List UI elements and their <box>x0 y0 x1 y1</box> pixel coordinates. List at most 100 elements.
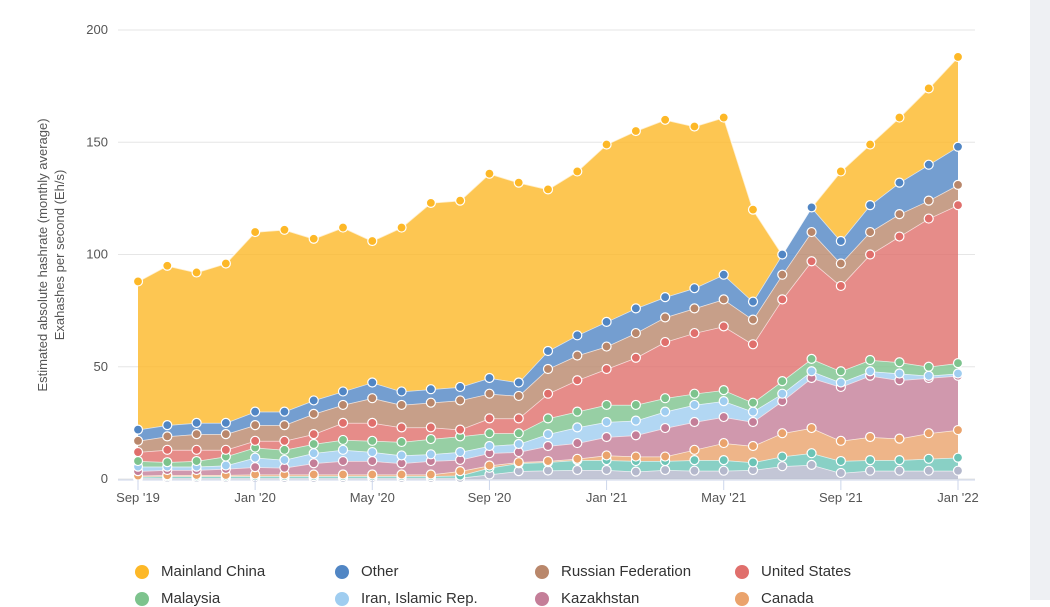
data-point <box>835 258 846 269</box>
data-point <box>396 436 407 448</box>
data-point <box>191 444 202 455</box>
data-point <box>894 177 905 188</box>
data-point <box>484 388 495 399</box>
data-point <box>484 460 495 471</box>
legend-item[interactable]: Malaysia <box>135 590 220 607</box>
legend-item[interactable]: Kazakhstan <box>535 590 639 607</box>
data-point <box>835 377 846 388</box>
data-point <box>132 435 144 446</box>
data-point <box>777 428 788 439</box>
data-point <box>601 399 612 411</box>
data-point <box>337 469 349 480</box>
data-point <box>542 455 554 467</box>
data-point <box>513 457 524 468</box>
legend-item[interactable]: Iran, Islamic Rep. <box>335 590 478 607</box>
data-point <box>689 121 700 132</box>
data-point <box>220 444 231 455</box>
area-series-3 <box>138 375 958 476</box>
data-point <box>777 269 788 280</box>
data-point <box>630 430 641 441</box>
data-point <box>865 226 876 238</box>
legend-item[interactable]: Mainland China <box>135 563 265 580</box>
y-axis-label: Exahashes per second (Eh/s) <box>52 170 67 341</box>
data-point <box>923 465 934 476</box>
data-point <box>747 406 759 417</box>
data-point <box>162 431 173 442</box>
data-point <box>542 440 554 452</box>
data-point <box>630 303 641 314</box>
data-point <box>513 413 524 424</box>
data-point <box>689 399 700 411</box>
data-point <box>865 366 876 377</box>
data-point <box>601 316 612 327</box>
legend-item[interactable]: Other <box>335 563 399 580</box>
data-point <box>542 363 554 375</box>
data-point <box>718 294 729 305</box>
legend-label: Kazakhstan <box>561 590 640 607</box>
data-point <box>865 139 876 150</box>
data-point <box>367 393 378 404</box>
data-point <box>396 386 407 397</box>
data-point <box>455 466 466 477</box>
data-point <box>455 395 466 406</box>
data-point <box>132 276 144 287</box>
data-point <box>484 428 495 439</box>
data-point <box>513 377 524 388</box>
legend-marker-icon <box>535 564 549 579</box>
data-point <box>630 352 641 363</box>
data-point <box>952 424 964 436</box>
data-point <box>572 375 583 386</box>
data-point <box>279 435 290 446</box>
legend-label: Other <box>361 563 399 580</box>
legend-label: Mainland China <box>161 563 266 580</box>
legend-item[interactable]: United States <box>735 563 851 580</box>
data-point <box>308 429 319 440</box>
data-point <box>162 444 173 455</box>
data-point <box>601 464 612 476</box>
data-point <box>689 455 700 466</box>
data-point <box>777 451 788 462</box>
data-point <box>601 139 612 150</box>
data-point <box>425 197 436 208</box>
data-point <box>630 415 641 426</box>
legend-marker-icon <box>135 564 149 579</box>
data-point <box>835 455 846 467</box>
data-point <box>689 465 700 476</box>
data-point <box>689 388 700 399</box>
data-point <box>806 366 817 377</box>
data-point <box>718 112 729 123</box>
data-point <box>952 200 964 211</box>
data-point <box>220 417 231 428</box>
data-point <box>337 386 349 397</box>
legend-label: Iran, Islamic Rep. <box>361 590 478 607</box>
legend-marker-icon <box>735 591 749 606</box>
data-point <box>425 469 436 480</box>
x-tick-label: Jan '21 <box>586 490 628 505</box>
data-point <box>425 433 436 445</box>
data-point <box>279 406 290 417</box>
data-point <box>952 51 964 63</box>
data-point <box>806 202 817 213</box>
data-point <box>777 376 788 387</box>
data-point <box>835 166 846 177</box>
data-point <box>718 321 729 332</box>
data-point <box>660 406 671 417</box>
data-point <box>425 449 436 460</box>
y-tick-label: 200 <box>86 22 108 37</box>
data-point <box>660 312 671 323</box>
data-point <box>835 235 846 247</box>
data-point <box>718 269 729 280</box>
data-point <box>220 429 231 440</box>
data-point <box>279 224 290 235</box>
data-point <box>835 280 846 292</box>
data-point <box>542 429 554 440</box>
data-point <box>601 363 612 375</box>
data-point <box>162 260 173 271</box>
data-point <box>923 159 934 170</box>
data-point <box>572 437 583 449</box>
data-point <box>777 388 788 399</box>
legend-item[interactable]: Russian Federation <box>535 563 691 580</box>
y-tick-label: 0 <box>101 471 108 486</box>
legend-item[interactable]: Canada <box>735 590 814 607</box>
data-point <box>660 422 671 434</box>
